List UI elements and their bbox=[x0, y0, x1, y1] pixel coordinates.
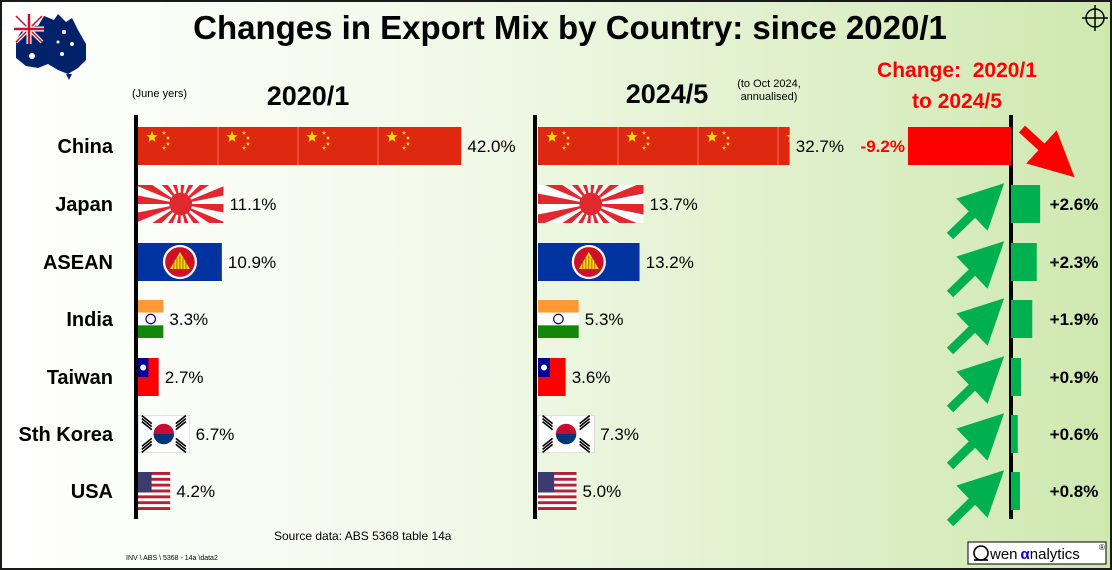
value-label-2024-5-usa: 5.0% bbox=[583, 482, 622, 501]
source-note: Source data: ABS 5368 table 14a bbox=[274, 529, 452, 543]
flag-usa-icon bbox=[538, 472, 577, 510]
bar-2024-5-usa bbox=[538, 472, 577, 510]
category-label-asean: ASEAN bbox=[43, 252, 113, 274]
bar-2020-1-sth-korea bbox=[138, 415, 190, 453]
value-label-2024-5-japan: 13.7% bbox=[649, 195, 697, 214]
flag-china-icon bbox=[538, 127, 790, 165]
change-bar-sth-korea bbox=[1011, 415, 1018, 453]
left-period-header: 2020/1 bbox=[267, 81, 350, 111]
footnote: INV \ ABS \ 5368 - 14a \data2 bbox=[126, 555, 218, 562]
category-label-usa: USA bbox=[71, 481, 113, 503]
bar-2024-5-china bbox=[538, 127, 790, 165]
flag-japan-icon bbox=[538, 185, 644, 223]
bar-2024-5-japan bbox=[538, 185, 644, 223]
value-label-2020-1-japan: 11.1% bbox=[229, 195, 276, 214]
category-label-china: China bbox=[57, 136, 113, 158]
value-label-2024-5-asean: 13.2% bbox=[646, 253, 694, 272]
value-label-2020-1-asean: 10.9% bbox=[228, 253, 276, 272]
change-header-line1: Change: 2020/1 bbox=[877, 59, 1037, 82]
change-bar-usa bbox=[1011, 472, 1020, 510]
change-bar-asean bbox=[1011, 243, 1037, 281]
arrow-up-icon bbox=[946, 298, 1005, 355]
value-label-2024-5-china: 32.7% bbox=[796, 137, 844, 156]
bar-2024-5-taiwan bbox=[538, 358, 566, 396]
change-label-usa: +0.8% bbox=[1050, 482, 1099, 501]
change-label-india: +1.9% bbox=[1050, 310, 1099, 329]
arrow-down-icon bbox=[1018, 125, 1075, 178]
flag-india-icon bbox=[538, 300, 579, 338]
value-label-2024-5-india: 5.3% bbox=[585, 310, 624, 329]
change-label-japan: +2.6% bbox=[1050, 195, 1099, 214]
arrow-up-icon bbox=[946, 183, 1005, 240]
svg-text:®: ® bbox=[1099, 543, 1105, 552]
flag-asean-icon bbox=[138, 243, 222, 281]
change-bar-taiwan bbox=[1011, 358, 1022, 396]
change-label-asean: +2.3% bbox=[1050, 253, 1099, 272]
value-label-2020-1-usa: 4.2% bbox=[176, 482, 215, 501]
category-label-sth-korea: Sth Korea bbox=[19, 424, 114, 446]
flag-china-icon bbox=[138, 127, 462, 165]
bar-2020-1-china bbox=[138, 127, 462, 165]
right-period-note-line2: annualised) bbox=[741, 91, 798, 103]
value-label-2024-5-sth-korea: 7.3% bbox=[600, 425, 639, 444]
right-period-header: 2024/5 bbox=[626, 79, 709, 109]
bar-2024-5-sth-korea bbox=[538, 415, 595, 453]
value-label-2020-1-sth-korea: 6.7% bbox=[196, 425, 235, 444]
category-label-taiwan: Taiwan bbox=[47, 367, 113, 389]
flag-taiwan-icon bbox=[538, 358, 566, 396]
australia-flag-map-icon bbox=[14, 14, 86, 80]
flag-japan-icon bbox=[138, 185, 224, 223]
flag-usa-icon bbox=[138, 472, 171, 510]
flag-india-icon bbox=[138, 300, 164, 338]
bar-2020-1-asean bbox=[138, 243, 222, 281]
flag-asean-icon bbox=[538, 243, 640, 281]
change-label-taiwan: +0.9% bbox=[1050, 368, 1099, 387]
category-label-india: India bbox=[66, 309, 114, 331]
bar-2020-1-taiwan bbox=[138, 358, 159, 396]
chart-title: Changes in Export Mix by Country: since … bbox=[193, 9, 947, 46]
change-bar-china bbox=[907, 127, 1011, 165]
flag-taiwan-icon bbox=[138, 358, 159, 396]
value-label-2020-1-china: 42.0% bbox=[467, 137, 515, 156]
bar-2020-1-india bbox=[138, 300, 164, 338]
crosshair-icon bbox=[1082, 5, 1108, 31]
arrow-up-icon bbox=[946, 470, 1005, 527]
bar-2024-5-asean bbox=[538, 243, 640, 281]
category-label-japan: Japan bbox=[55, 194, 113, 216]
arrow-up-icon bbox=[946, 356, 1005, 413]
flag-korea-icon bbox=[138, 415, 190, 453]
value-label-2020-1-india: 3.3% bbox=[169, 310, 208, 329]
bar-2020-1-usa bbox=[138, 472, 171, 510]
arrow-up-icon bbox=[946, 241, 1005, 298]
flag-korea-icon bbox=[538, 415, 595, 453]
change-bar-japan bbox=[1011, 185, 1041, 223]
arrow-up-icon bbox=[946, 413, 1005, 470]
right-period-note-line1: (to Oct 2024, bbox=[737, 78, 801, 90]
change-label-china: -9.2% bbox=[861, 137, 905, 156]
value-label-2020-1-taiwan: 2.7% bbox=[165, 368, 204, 387]
owen-analytics-logo: wen αnalytics ® bbox=[967, 541, 1107, 565]
change-header-line2: to 2024/5 bbox=[912, 90, 1002, 113]
bar-2024-5-india bbox=[538, 300, 579, 338]
change-label-sth-korea: +0.6% bbox=[1050, 425, 1099, 444]
change-bar-india bbox=[1011, 300, 1033, 338]
left-period-note: (June yers) bbox=[132, 88, 187, 100]
bar-2020-1-japan bbox=[138, 185, 224, 223]
value-label-2024-5-taiwan: 3.6% bbox=[572, 368, 611, 387]
